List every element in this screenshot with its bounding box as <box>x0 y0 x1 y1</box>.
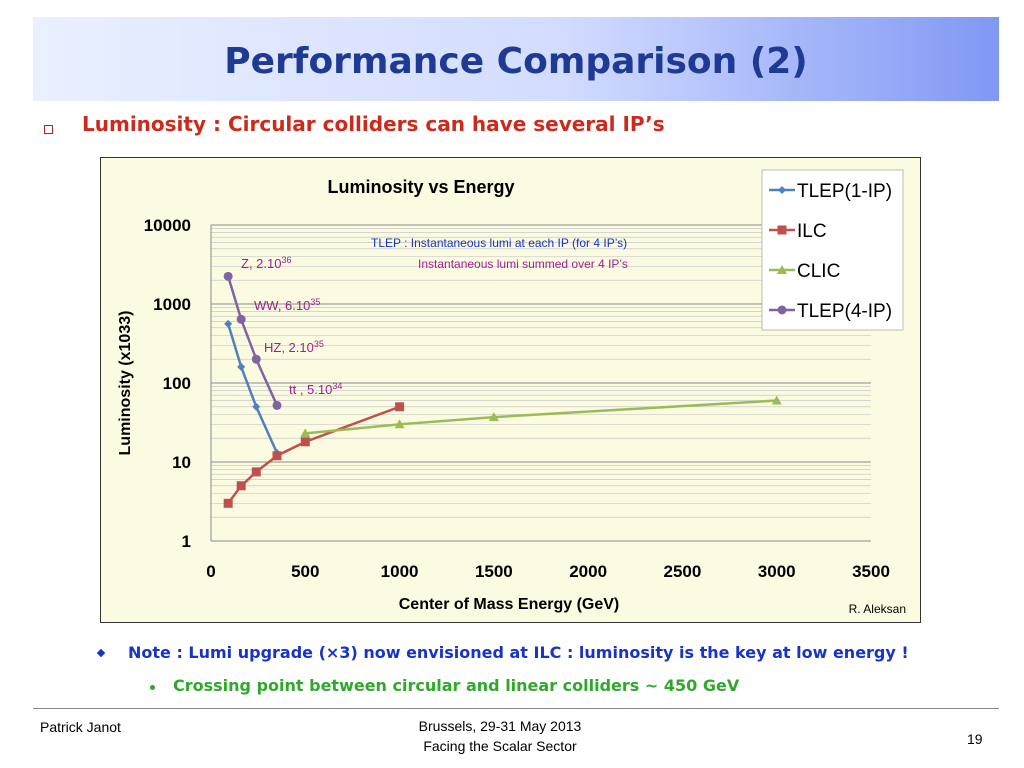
data-point <box>395 402 405 412</box>
annotation-summed: Instantaneous lumi summed over 4 IP’s <box>418 257 628 271</box>
bullet-square-icon <box>44 125 53 134</box>
title-bar: Performance Comparison (2) <box>33 17 999 101</box>
y-tick-label: 1 <box>182 532 191 551</box>
x-tick-label: 1000 <box>381 562 419 581</box>
data-point <box>272 451 282 461</box>
data-point <box>224 319 233 328</box>
x-tick-label: 2000 <box>569 562 607 581</box>
slide-title: Performance Comparison (2) <box>224 41 808 82</box>
main-bullet-text: Luminosity : Circular colliders can have… <box>82 112 665 136</box>
note-text: Note : Lumi upgrade (×3) now envisioned … <box>128 643 909 662</box>
y-tick-label: 10 <box>172 453 191 472</box>
footer-divider <box>33 708 999 709</box>
data-point <box>300 437 310 447</box>
x-axis-label: Center of Mass Energy (GeV) <box>399 596 620 613</box>
subnote-text: Crossing point between circular and line… <box>173 676 740 695</box>
data-point <box>300 428 311 438</box>
legend-label: TLEP(4-IP) <box>797 301 892 322</box>
luminosity-chart: 1 10 100 1000 10000 0 500 1000 1500 2000 2500 3000 3… <box>117 169 904 613</box>
legend-box <box>761 169 904 331</box>
data-point <box>272 400 282 410</box>
point-label: WW, 6.1035 <box>254 297 320 313</box>
legend-label: ILC <box>797 221 827 242</box>
footer-author: Patrick Janot <box>40 719 121 735</box>
data-point <box>251 467 261 477</box>
diamond-bullet-icon <box>96 648 106 658</box>
data-point <box>251 354 261 364</box>
data-point <box>394 419 405 429</box>
footer-event-line-2: Facing the Scalar Sector <box>423 738 577 754</box>
footer-event-line-1: Brussels, 29-31 May 2013 <box>418 718 582 734</box>
chart-credit: R. Aleksan <box>848 602 906 616</box>
chart-title: Luminosity vs Energy <box>327 177 514 197</box>
legend-marker <box>777 305 787 315</box>
data-point <box>237 362 246 371</box>
annotation-each-ip: TLEP : Instantaneous lumi at each IP (fo… <box>371 236 627 250</box>
data-point <box>236 481 246 491</box>
legend-marker <box>777 225 787 235</box>
legend-label: TLEP(1-IP) <box>797 181 892 202</box>
series-line-3 <box>226 275 279 406</box>
point-label: HZ, 2.1035 <box>264 339 324 355</box>
page-number: 19 <box>967 731 983 747</box>
x-tick-label: 500 <box>291 562 319 581</box>
dot-bullet-icon <box>150 685 155 690</box>
legend-marker <box>778 186 786 194</box>
data-point <box>488 412 499 422</box>
data-point <box>223 271 233 281</box>
x-tick-label: 1500 <box>475 562 513 581</box>
data-point <box>236 314 246 324</box>
legend-label: CLIC <box>797 261 840 282</box>
x-tick-label: 3000 <box>758 562 796 581</box>
data-point <box>223 498 233 508</box>
y-tick-label: 1000 <box>153 295 191 314</box>
legend-marker <box>777 265 787 274</box>
data-point <box>252 402 261 411</box>
series-line-2 <box>305 399 777 435</box>
x-tick-label: 2500 <box>664 562 702 581</box>
y-axis-label: Luminosity (x1033) <box>117 311 134 456</box>
footer-event: Brussels, 29-31 May 2013 Facing the Scal… <box>350 716 650 756</box>
series-line-0 <box>226 323 279 454</box>
x-tick-label: 0 <box>206 562 215 581</box>
y-tick-label: 100 <box>163 374 191 393</box>
chart-container: 1 10 100 1000 10000 0 500 1000 1500 2000 2500 3000 3… <box>100 157 921 623</box>
point-label: tt , 5.1034 <box>289 381 342 397</box>
data-point <box>771 395 782 405</box>
series-line-1 <box>227 405 401 505</box>
y-tick-label: 10000 <box>144 216 191 235</box>
point-label: Z, 2.1036 <box>241 255 291 271</box>
x-tick-label: 3500 <box>852 562 890 581</box>
